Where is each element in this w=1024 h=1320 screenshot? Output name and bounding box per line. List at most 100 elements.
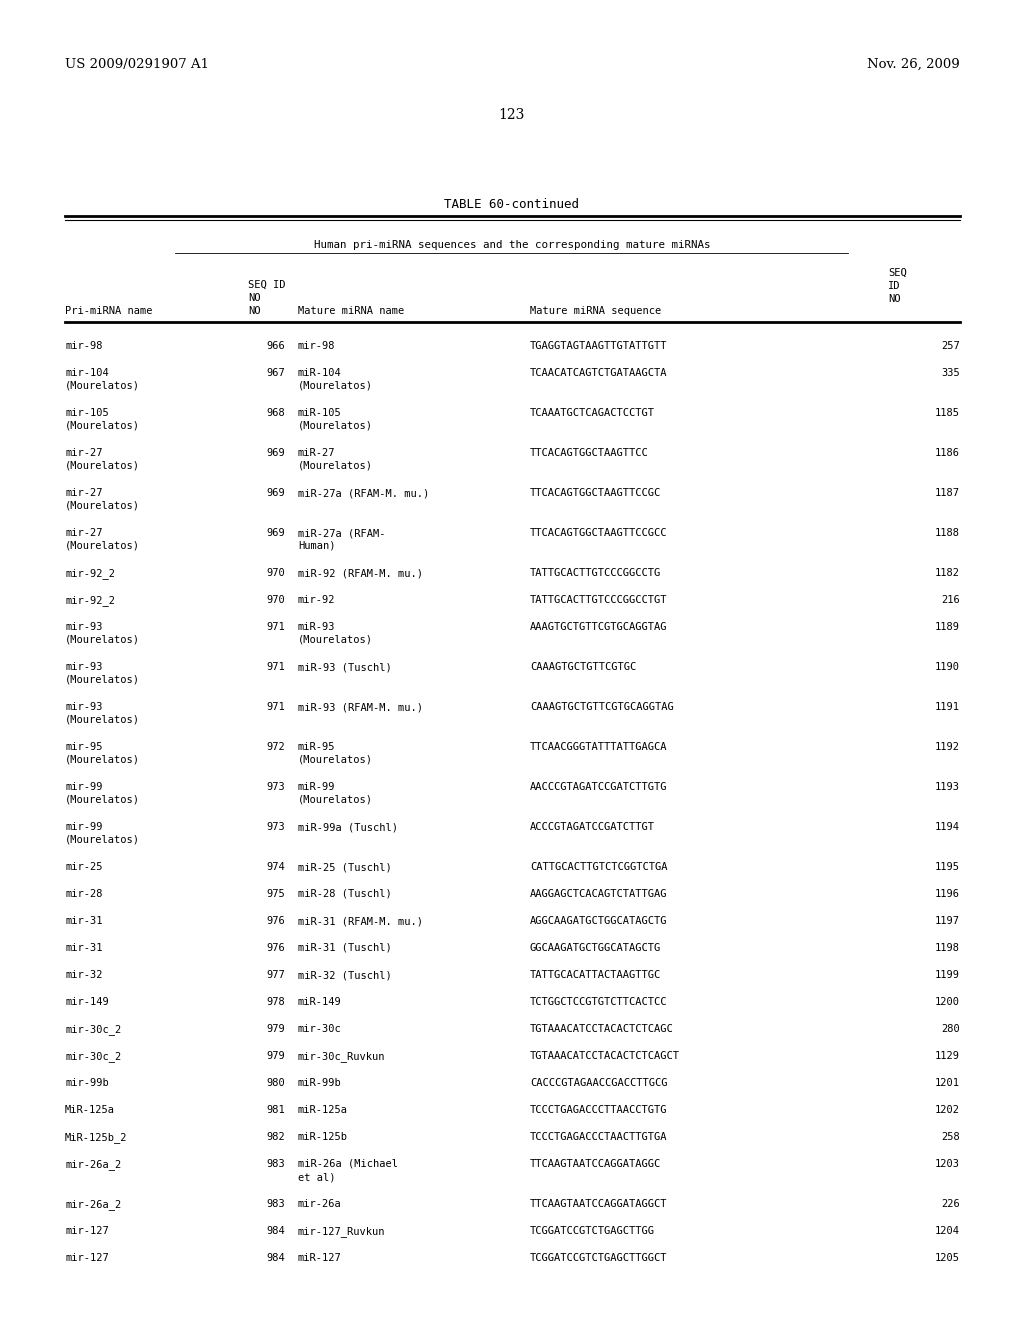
Text: 1201: 1201 (935, 1078, 961, 1088)
Text: miR-31 (RFAM-M. mu.): miR-31 (RFAM-M. mu.) (298, 916, 423, 927)
Text: NO: NO (248, 293, 260, 304)
Text: mir-99: mir-99 (65, 822, 102, 832)
Text: 981: 981 (266, 1105, 285, 1115)
Text: Human pri-miRNA sequences and the corresponding mature miRNAs: Human pri-miRNA sequences and the corres… (313, 240, 711, 249)
Text: mir-26a_2: mir-26a_2 (65, 1159, 121, 1170)
Text: 1194: 1194 (935, 822, 961, 832)
Text: TATTGCACTTGTCCCGGCCTGT: TATTGCACTTGTCCCGGCCTGT (530, 595, 668, 605)
Text: TCGGATCCGTCTGAGCTTGGCT: TCGGATCCGTCTGAGCTTGGCT (530, 1253, 668, 1263)
Text: 984: 984 (266, 1226, 285, 1236)
Text: 1186: 1186 (935, 447, 961, 458)
Text: (Mourelatos): (Mourelatos) (65, 635, 140, 645)
Text: 1205: 1205 (935, 1253, 961, 1263)
Text: 982: 982 (266, 1133, 285, 1142)
Text: miR-99a (Tuschl): miR-99a (Tuschl) (298, 822, 398, 832)
Text: AAAGTGCTGTTCGTGCAGGTAG: AAAGTGCTGTTCGTGCAGGTAG (530, 622, 668, 632)
Text: mir-27: mir-27 (65, 528, 102, 539)
Text: miR-127: miR-127 (298, 1253, 342, 1263)
Text: miR-26a (Michael: miR-26a (Michael (298, 1159, 398, 1170)
Text: ID: ID (888, 281, 900, 290)
Text: mir-27: mir-27 (65, 488, 102, 498)
Text: 1182: 1182 (935, 568, 961, 578)
Text: miR-125b: miR-125b (298, 1133, 348, 1142)
Text: 1198: 1198 (935, 942, 961, 953)
Text: miR-27a (RFAM-: miR-27a (RFAM- (298, 528, 385, 539)
Text: miR-105: miR-105 (298, 408, 342, 418)
Text: TGAGGTAGTAAGTTGTATTGTT: TGAGGTAGTAAGTTGTATTGTT (530, 341, 668, 351)
Text: miR-93 (RFAM-M. mu.): miR-93 (RFAM-M. mu.) (298, 702, 423, 711)
Text: TCTGGCTCCGTGTCTTCACTCC: TCTGGCTCCGTGTCTTCACTCC (530, 997, 668, 1007)
Text: miR-32 (Tuschl): miR-32 (Tuschl) (298, 970, 392, 979)
Text: (Mourelatos): (Mourelatos) (65, 755, 140, 766)
Text: miR-28 (Tuschl): miR-28 (Tuschl) (298, 888, 392, 899)
Text: mir-27: mir-27 (65, 447, 102, 458)
Text: 1199: 1199 (935, 970, 961, 979)
Text: 1196: 1196 (935, 888, 961, 899)
Text: (Mourelatos): (Mourelatos) (298, 421, 373, 432)
Text: mir-30c: mir-30c (298, 1024, 342, 1034)
Text: 1200: 1200 (935, 997, 961, 1007)
Text: NO: NO (248, 306, 260, 315)
Text: TCCCTGAGACCCTAACTTGTGA: TCCCTGAGACCCTAACTTGTGA (530, 1133, 668, 1142)
Text: TATTGCACATTACTAAGTTGC: TATTGCACATTACTAAGTTGC (530, 970, 662, 979)
Text: 216: 216 (941, 595, 961, 605)
Text: (Mourelatos): (Mourelatos) (65, 502, 140, 511)
Text: 258: 258 (941, 1133, 961, 1142)
Text: CACCCGTAGAACCGACCTTGCG: CACCCGTAGAACCGACCTTGCG (530, 1078, 668, 1088)
Text: 1192: 1192 (935, 742, 961, 752)
Text: 976: 976 (266, 942, 285, 953)
Text: miR-93: miR-93 (298, 622, 336, 632)
Text: TTCACAGTGGCTAAGTTCCGC: TTCACAGTGGCTAAGTTCCGC (530, 488, 662, 498)
Text: 335: 335 (941, 368, 961, 378)
Text: 975: 975 (266, 888, 285, 899)
Text: 976: 976 (266, 916, 285, 927)
Text: CAAAGTGCTGTTCGTGC: CAAAGTGCTGTTCGTGC (530, 663, 636, 672)
Text: SEQ ID: SEQ ID (248, 280, 286, 290)
Text: 1191: 1191 (935, 702, 961, 711)
Text: 1190: 1190 (935, 663, 961, 672)
Text: NO: NO (888, 294, 900, 304)
Text: Nov. 26, 2009: Nov. 26, 2009 (867, 58, 961, 71)
Text: (Mourelatos): (Mourelatos) (298, 635, 373, 645)
Text: 967: 967 (266, 368, 285, 378)
Text: TABLE 60-continued: TABLE 60-continued (444, 198, 580, 211)
Text: (Mourelatos): (Mourelatos) (65, 836, 140, 845)
Text: 973: 973 (266, 781, 285, 792)
Text: AAGGAGCTCACAGTCTATTGAG: AAGGAGCTCACAGTCTATTGAG (530, 888, 668, 899)
Text: 1189: 1189 (935, 622, 961, 632)
Text: (Mourelatos): (Mourelatos) (65, 421, 140, 432)
Text: 1188: 1188 (935, 528, 961, 539)
Text: TCAAATGCTCAGACTCCTGT: TCAAATGCTCAGACTCCTGT (530, 408, 655, 418)
Text: 968: 968 (266, 408, 285, 418)
Text: mir-99: mir-99 (65, 781, 102, 792)
Text: 1187: 1187 (935, 488, 961, 498)
Text: 983: 983 (266, 1159, 285, 1170)
Text: 978: 978 (266, 997, 285, 1007)
Text: mir-127_Ruvkun: mir-127_Ruvkun (298, 1226, 385, 1237)
Text: (Mourelatos): (Mourelatos) (65, 795, 140, 805)
Text: AACCCGTAGATCCGATCTTGTG: AACCCGTAGATCCGATCTTGTG (530, 781, 668, 792)
Text: 974: 974 (266, 862, 285, 873)
Text: 1202: 1202 (935, 1105, 961, 1115)
Text: mir-149: mir-149 (65, 997, 109, 1007)
Text: mir-25: mir-25 (65, 862, 102, 873)
Text: miR-27: miR-27 (298, 447, 336, 458)
Text: miR-93 (Tuschl): miR-93 (Tuschl) (298, 663, 392, 672)
Text: AGGCAAGATGCTGGCATAGCTG: AGGCAAGATGCTGGCATAGCTG (530, 916, 668, 927)
Text: 257: 257 (941, 341, 961, 351)
Text: mir-92: mir-92 (298, 595, 336, 605)
Text: (Mourelatos): (Mourelatos) (65, 381, 140, 391)
Text: 984: 984 (266, 1253, 285, 1263)
Text: 1203: 1203 (935, 1159, 961, 1170)
Text: 1185: 1185 (935, 408, 961, 418)
Text: TGTAAACATCCTACACTCTCAGCT: TGTAAACATCCTACACTCTCAGCT (530, 1051, 680, 1061)
Text: mir-28: mir-28 (65, 888, 102, 899)
Text: GGCAAGATGCTGGCATAGCTG: GGCAAGATGCTGGCATAGCTG (530, 942, 662, 953)
Text: miR-31 (Tuschl): miR-31 (Tuschl) (298, 942, 392, 953)
Text: 971: 971 (266, 622, 285, 632)
Text: miR-25 (Tuschl): miR-25 (Tuschl) (298, 862, 392, 873)
Text: CATTGCACTTGTCTCGGTCTGA: CATTGCACTTGTCTCGGTCTGA (530, 862, 668, 873)
Text: MiR-125b_2: MiR-125b_2 (65, 1133, 128, 1143)
Text: mir-98: mir-98 (298, 341, 336, 351)
Text: 970: 970 (266, 595, 285, 605)
